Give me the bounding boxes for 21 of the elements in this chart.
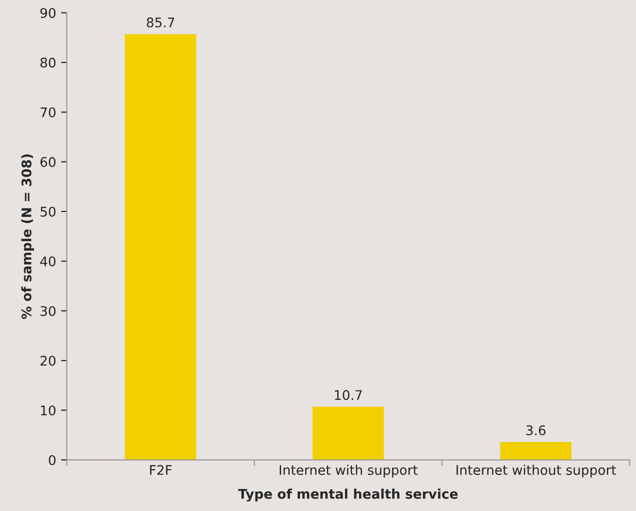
y-tick-label: 30: [40, 306, 56, 316]
y-tick-label: 70: [40, 107, 56, 118]
y-tick-label: 60: [40, 157, 56, 168]
bar: [312, 406, 384, 460]
x-tick-label: Internet with support: [280, 464, 418, 478]
y-tick-label: 10: [41, 405, 56, 416]
y-tick-label: 20: [40, 356, 56, 366]
x-tick-label: F2F: [150, 464, 172, 475]
y-tick-label: 50: [40, 206, 56, 217]
x-tick-label: Internet without support: [456, 464, 616, 478]
y-axis-title: % of sample (N = 308): [21, 154, 34, 319]
bar: [124, 34, 196, 460]
y-tick-label: 40: [40, 256, 56, 266]
x-axis-title: Type of mental health service: [238, 488, 458, 502]
data-label: 3.6: [526, 425, 546, 436]
data-label: 10.7: [334, 390, 362, 400]
data-label: 85.7: [146, 17, 174, 28]
y-tick-label: 80: [40, 58, 56, 68]
bar: [500, 442, 572, 460]
y-tick-label: 0: [48, 455, 56, 466]
y-tick-label: 90: [40, 8, 56, 18]
